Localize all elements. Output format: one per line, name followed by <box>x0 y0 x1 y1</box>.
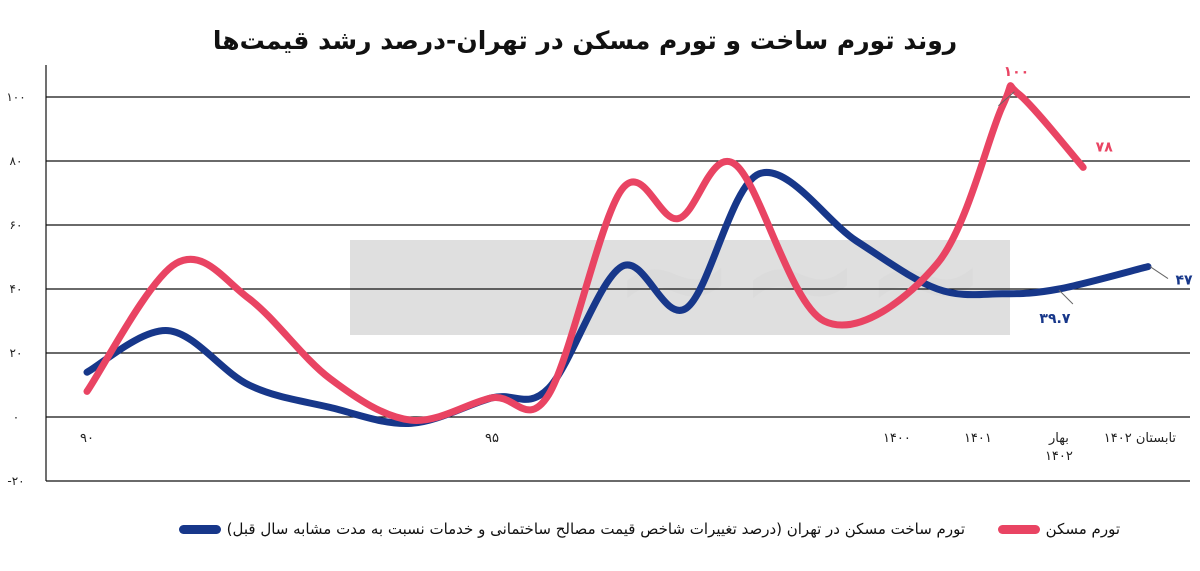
x-tick-label: تابستان ۱۴۰۲ <box>1104 431 1177 446</box>
legend: تورم مسکن تورم ساخت مسکن در تهران (درصد … <box>0 520 1200 550</box>
legend-item-construction: تورم ساخت مسکن در تهران (درصد تغییرات شا… <box>178 520 965 538</box>
y-tick-label: ۸۰ <box>10 154 23 168</box>
y-tick-label: ۰ <box>13 410 19 424</box>
leader-line <box>1149 266 1169 280</box>
axes: -۲۰ ۰ ۲۰ ۴۰ ۶۰ ۸۰ ۱۰۰ ۹۰ ۹۵ ۱۴۰۰ ۱۴۰۱ بهار ۱۴۰۲ تابست… <box>6 65 1176 488</box>
grid <box>46 96 1190 482</box>
annotation-construction: ۳۹.۷ <box>1039 311 1070 327</box>
x-tick-label: ۱۴۰۰ <box>883 431 911 446</box>
legend-swatch-housing <box>997 524 1040 534</box>
x-tick-label: ۱۴۰۱ <box>964 431 992 446</box>
y-tick-label: ۱۰۰ <box>6 90 25 104</box>
x-tick-label: ۱۴۰۲ <box>1045 449 1073 464</box>
leader-line <box>1058 289 1074 305</box>
legend-swatch-construction <box>178 524 221 534</box>
series-layer <box>83 82 1152 428</box>
x-tick-label: ۹۵ <box>485 431 499 446</box>
end-label-construction: ۴۷ <box>1175 273 1193 289</box>
y-tick-label: ۴۰ <box>10 282 23 296</box>
peak-label-housing: ۱۰۰ <box>1004 64 1030 80</box>
legend-item-housing: تورم مسکن <box>997 520 1120 538</box>
x-tick-label: بهار <box>1048 431 1069 446</box>
end-label-housing: ۷۸ <box>1096 139 1114 155</box>
x-tick-label: ۹۰ <box>80 431 94 446</box>
watermark-band <box>350 240 1010 335</box>
y-tick-label: -۲۰ <box>7 474 24 488</box>
y-tick-label: ۲۰ <box>10 346 23 360</box>
y-tick-label: ۶۰ <box>10 218 23 232</box>
annotation-layer: ۴۷ ۳۹.۷ ۷۸ ۱۰۰ <box>998 64 1193 327</box>
chart-title: روند تورم ساخت و تورم مسکن در تهران-درصد… <box>212 26 958 55</box>
legend-label-housing: تورم مسکن <box>1045 520 1120 538</box>
legend-label-construction: تورم ساخت مسکن در تهران (درصد تغییرات شا… <box>226 520 965 538</box>
leader-line <box>998 91 1015 107</box>
